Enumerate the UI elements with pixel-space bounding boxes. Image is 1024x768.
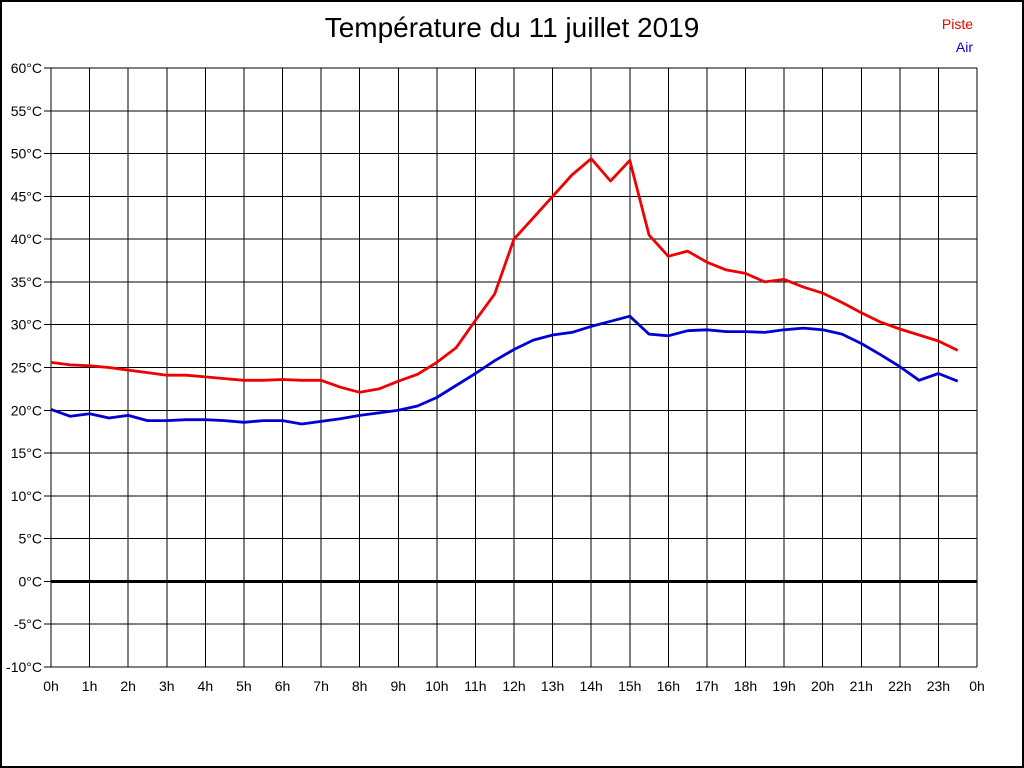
svg-text:5h: 5h bbox=[236, 678, 252, 694]
svg-text:15°C: 15°C bbox=[11, 445, 42, 461]
grid bbox=[50, 67, 978, 668]
svg-text:11h: 11h bbox=[464, 678, 486, 694]
svg-text:17h: 17h bbox=[695, 678, 718, 694]
svg-text:6h: 6h bbox=[275, 678, 291, 694]
svg-text:2h: 2h bbox=[120, 678, 136, 694]
svg-text:22h: 22h bbox=[888, 678, 911, 694]
y-axis-labels: 60°C 55°C 50°C 45°C 40°C 35°C 30°C 25°C 20°C 15°C… bbox=[6, 60, 42, 675]
svg-text:15h: 15h bbox=[618, 678, 641, 694]
svg-text:25°C: 25°C bbox=[11, 360, 42, 376]
svg-text:45°C: 45°C bbox=[11, 188, 42, 204]
y-axis-ticks bbox=[44, 67, 51, 668]
svg-text:13h: 13h bbox=[541, 678, 564, 694]
svg-text:0h: 0h bbox=[969, 678, 985, 694]
svg-text:30°C: 30°C bbox=[11, 317, 42, 333]
svg-text:1h: 1h bbox=[82, 678, 98, 694]
legend-piste-label: Piste bbox=[941, 16, 973, 32]
svg-text:20°C: 20°C bbox=[11, 402, 42, 418]
svg-text:7h: 7h bbox=[313, 678, 329, 694]
svg-text:21h: 21h bbox=[850, 678, 873, 694]
svg-text:12h: 12h bbox=[502, 678, 525, 694]
svg-text:55°C: 55°C bbox=[11, 103, 42, 119]
legend: Piste Air bbox=[942, 13, 973, 59]
svg-text:0h: 0h bbox=[43, 678, 59, 694]
series-piste-line bbox=[50, 157, 959, 394]
svg-text:35°C: 35°C bbox=[11, 274, 42, 290]
svg-text:10°C: 10°C bbox=[11, 488, 42, 504]
svg-text:60°C: 60°C bbox=[11, 60, 42, 76]
x-axis-labels: 0h 1h 2h 3h 4h 5h 6h 7h 8h 9h 10h 11h 12h 13h 14h 15h 16… bbox=[43, 678, 985, 694]
svg-text:0°C: 0°C bbox=[19, 573, 43, 589]
svg-text:40°C: 40°C bbox=[11, 231, 42, 247]
svg-text:3h: 3h bbox=[159, 678, 175, 694]
svg-text:9h: 9h bbox=[390, 678, 406, 694]
svg-text:50°C: 50°C bbox=[11, 146, 42, 162]
series-air-line bbox=[50, 314, 959, 426]
svg-text:5°C: 5°C bbox=[19, 531, 43, 547]
series-lines bbox=[50, 157, 959, 426]
svg-text:19h: 19h bbox=[772, 678, 795, 694]
svg-text:10h: 10h bbox=[425, 678, 448, 694]
svg-text:8h: 8h bbox=[352, 678, 368, 694]
legend-air-label: Air bbox=[955, 39, 973, 55]
svg-text:-10°C: -10°C bbox=[6, 659, 42, 675]
svg-text:14h: 14h bbox=[579, 678, 602, 694]
svg-text:20h: 20h bbox=[811, 678, 834, 694]
svg-text:-5°C: -5°C bbox=[14, 616, 42, 632]
svg-text:4h: 4h bbox=[198, 678, 214, 694]
svg-text:23h: 23h bbox=[927, 678, 950, 694]
chart-title: Température du 11 juillet 2019 bbox=[324, 12, 700, 43]
svg-text:18h: 18h bbox=[734, 678, 757, 694]
svg-text:16h: 16h bbox=[657, 678, 680, 694]
